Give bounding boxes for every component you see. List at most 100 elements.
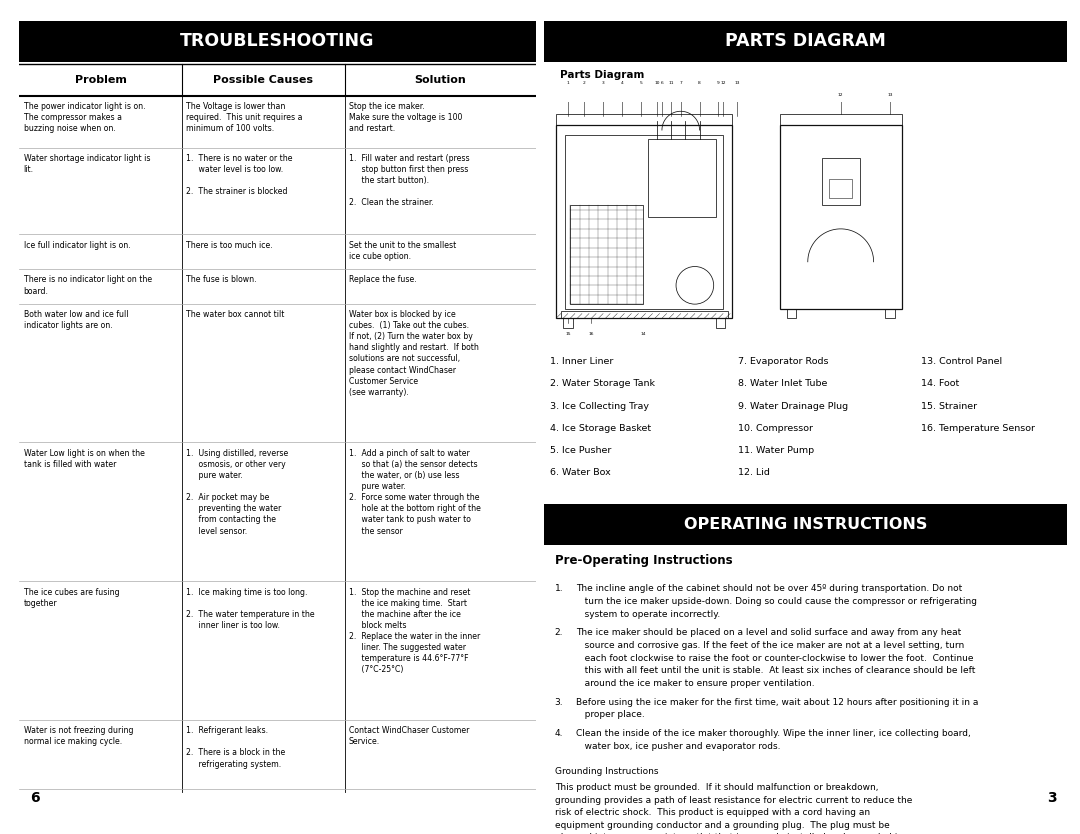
Text: 3: 3	[1047, 791, 1056, 805]
Text: 4. Ice Storage Basket: 4. Ice Storage Basket	[550, 424, 650, 433]
Text: The ice cubes are fusing
together: The ice cubes are fusing together	[24, 587, 119, 608]
Text: 12. Lid: 12. Lid	[738, 468, 770, 477]
Text: Water box is blocked by ice
cubes.  (1) Take out the cubes.
If not, (2) Turn the: Water box is blocked by ice cubes. (1) T…	[349, 310, 478, 397]
Text: Set the unit to the smallest
ice cube option.: Set the unit to the smallest ice cube op…	[349, 241, 456, 261]
FancyBboxPatch shape	[19, 64, 536, 96]
Text: 11: 11	[669, 82, 674, 85]
Text: Contact WindChaser Customer
Service.: Contact WindChaser Customer Service.	[349, 726, 469, 746]
Text: 13: 13	[888, 93, 893, 97]
Text: water box, ice pusher and evaporator rods.: water box, ice pusher and evaporator rod…	[576, 742, 780, 751]
Text: 10: 10	[654, 82, 660, 85]
Text: 14. Foot: 14. Foot	[920, 379, 959, 389]
Text: Solution: Solution	[415, 75, 467, 85]
Text: 9: 9	[717, 82, 719, 85]
Text: 9. Water Drainage Plug: 9. Water Drainage Plug	[738, 401, 848, 410]
Text: 5: 5	[639, 82, 643, 85]
Text: 1.: 1.	[555, 585, 564, 593]
FancyBboxPatch shape	[19, 21, 536, 62]
Text: PARTS DIAGRAM: PARTS DIAGRAM	[726, 33, 886, 50]
Text: 10. Compressor: 10. Compressor	[738, 424, 813, 433]
Text: This product must be grounded.  If it should malfunction or breakdown,: This product must be grounded. If it sho…	[555, 783, 878, 792]
Text: 11. Water Pump: 11. Water Pump	[738, 445, 814, 455]
Text: Possible Causes: Possible Causes	[214, 75, 313, 85]
Text: 8. Water Inlet Tube: 8. Water Inlet Tube	[738, 379, 827, 389]
Text: 3.: 3.	[555, 698, 564, 707]
Text: Replace the fuse.: Replace the fuse.	[349, 275, 417, 284]
Text: system to operate incorrectly.: system to operate incorrectly.	[576, 610, 720, 619]
Text: 8: 8	[698, 82, 701, 85]
Bar	[566, 135, 724, 309]
Text: 4.: 4.	[555, 730, 564, 738]
Text: 5. Ice Pusher: 5. Ice Pusher	[550, 445, 611, 455]
Text: turn the ice maker upside-down. Doing so could cause the compressor or refrigera: turn the ice maker upside-down. Doing so…	[576, 597, 976, 606]
Text: Water Low light is on when the
tank is filled with water: Water Low light is on when the tank is f…	[24, 449, 145, 469]
Text: Problem: Problem	[75, 75, 126, 85]
Text: 16. Temperature Sensor: 16. Temperature Sensor	[920, 424, 1035, 433]
Text: Ice full indicator light is on.: Ice full indicator light is on.	[24, 241, 131, 249]
Bar	[563, 319, 572, 328]
Text: 1.  Refrigerant leaks.

2.  There is a block in the
     refrigerating system.: 1. Refrigerant leaks. 2. There is a bloc…	[186, 726, 285, 768]
Text: The water box cannot tilt: The water box cannot tilt	[186, 310, 284, 319]
Text: The incline angle of the cabinet should not be over 45º during transportation. D: The incline angle of the cabinet should …	[576, 585, 962, 593]
Text: 4: 4	[621, 82, 623, 85]
Text: TROUBLESHOOTING: TROUBLESHOOTING	[180, 33, 375, 50]
Text: around the ice maker to ensure proper ventilation.: around the ice maker to ensure proper ve…	[576, 679, 814, 688]
Text: risk of electric shock.  This product is equipped with a cord having an: risk of electric shock. This product is …	[555, 808, 869, 817]
Text: 6. Water Box: 6. Water Box	[550, 468, 610, 477]
Bar	[556, 113, 732, 125]
Text: proper place.: proper place.	[576, 711, 645, 720]
Text: 2. Water Storage Tank: 2. Water Storage Tank	[550, 379, 654, 389]
Text: this with all feet until the unit is stable.  At least six inches of clearance s: this with all feet until the unit is sta…	[576, 666, 975, 676]
Text: The fuse is blown.: The fuse is blown.	[186, 275, 257, 284]
Text: Both water low and ice full
indicator lights are on.: Both water low and ice full indicator li…	[24, 310, 129, 330]
Bar	[780, 113, 902, 125]
Text: 13. Control Panel: 13. Control Panel	[920, 358, 1002, 366]
Text: 15: 15	[565, 333, 570, 336]
Text: equipment grounding conductor and a grounding plug.  The plug must be: equipment grounding conductor and a grou…	[555, 821, 890, 830]
Text: The ice maker should be placed on a level and solid surface and away from any he: The ice maker should be placed on a leve…	[576, 629, 961, 637]
Bar	[886, 309, 895, 319]
Text: grounding provides a path of least resistance for electric current to reduce the: grounding provides a path of least resis…	[555, 796, 913, 805]
Text: 7: 7	[679, 82, 683, 85]
Text: OPERATING INSTRUCTIONS: OPERATING INSTRUCTIONS	[684, 517, 928, 532]
Text: 15. Strainer: 15. Strainer	[920, 401, 976, 410]
Text: 1. Inner Liner: 1. Inner Liner	[550, 358, 613, 366]
Text: 1.  Add a pinch of salt to water
     so that (a) the sensor detects
     the wa: 1. Add a pinch of salt to water so that …	[349, 449, 481, 535]
Text: 2: 2	[583, 82, 585, 85]
FancyBboxPatch shape	[544, 504, 1067, 545]
Text: 1: 1	[567, 82, 569, 85]
Bar	[561, 311, 728, 319]
Bar	[786, 309, 796, 319]
Text: 14: 14	[640, 333, 646, 336]
Text: There is no indicator light on the
board.: There is no indicator light on the board…	[24, 275, 151, 295]
Bar	[556, 125, 732, 319]
Text: Water shortage indicator light is
lit.: Water shortage indicator light is lit.	[24, 154, 150, 174]
Text: 1.  There is no water or the
     water level is too low.

2.  The strainer is b: 1. There is no water or the water level …	[186, 154, 293, 196]
Text: 1.  Using distilled, reverse
     osmosis, or other very
     pure water.

2.  A: 1. Using distilled, reverse osmosis, or …	[186, 449, 288, 535]
Text: The power indicator light is on.
The compressor makes a
buzzing noise when on.: The power indicator light is on. The com…	[24, 102, 145, 133]
Text: source and corrosive gas. If the feet of the ice maker are not at a level settin: source and corrosive gas. If the feet of…	[576, 641, 964, 651]
Text: 16: 16	[589, 333, 594, 336]
Text: Pre-Operating Instructions: Pre-Operating Instructions	[555, 555, 732, 567]
Text: 1.  Stop the machine and reset
     the ice making time.  Start
     the machine: 1. Stop the machine and reset the ice ma…	[349, 587, 480, 674]
Text: There is too much ice.: There is too much ice.	[186, 241, 273, 249]
Bar	[822, 158, 860, 205]
Text: 12: 12	[838, 93, 843, 97]
Text: The Voltage is lower than
required.  This unit requires a
minimum of 100 volts.: The Voltage is lower than required. This…	[186, 102, 302, 133]
Text: Before using the ice maker for the first time, wait about 12 hours after positio: Before using the ice maker for the first…	[576, 698, 978, 707]
Text: 7. Evaporator Rods: 7. Evaporator Rods	[738, 358, 828, 366]
Text: 3. Ice Collecting Tray: 3. Ice Collecting Tray	[550, 401, 649, 410]
Text: Grounding Instructions: Grounding Instructions	[555, 767, 659, 776]
Text: 2.: 2.	[555, 629, 564, 637]
Text: Stop the ice maker.
Make sure the voltage is 100
and restart.: Stop the ice maker. Make sure the voltag…	[349, 102, 462, 133]
FancyBboxPatch shape	[544, 21, 1067, 62]
Text: Water is not freezing during
normal ice making cycle.: Water is not freezing during normal ice …	[24, 726, 133, 746]
Text: each foot clockwise to raise the foot or counter-clockwise to lower the foot.  C: each foot clockwise to raise the foot or…	[576, 654, 973, 663]
Bar	[716, 319, 726, 328]
Text: 1.  Fill water and restart (press
     stop button first then press
     the sta: 1. Fill water and restart (press stop bu…	[349, 154, 470, 208]
Text: 6: 6	[30, 791, 39, 805]
Text: Clean the inside of the ice maker thoroughly. Wipe the inner liner, ice collecti: Clean the inside of the ice maker thorou…	[576, 730, 971, 738]
Text: 6: 6	[661, 82, 663, 85]
Text: 12: 12	[720, 82, 726, 85]
Text: Parts Diagram: Parts Diagram	[561, 70, 645, 80]
